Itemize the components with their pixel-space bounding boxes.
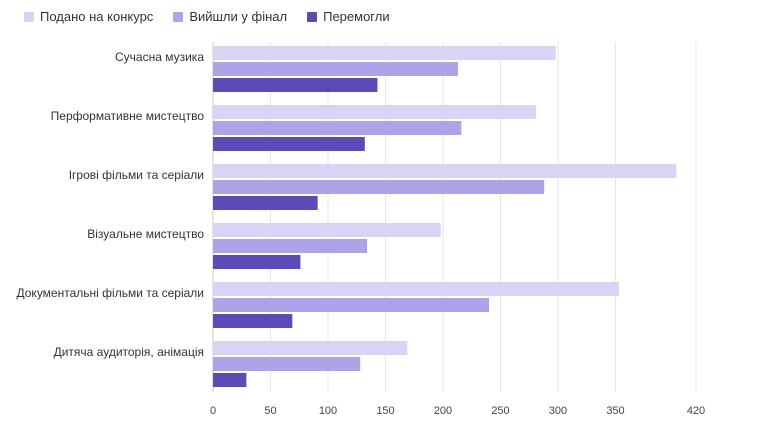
bar-finalists[interactable] [213, 180, 545, 194]
grid-layer [212, 42, 697, 392]
bar-winners[interactable] [213, 255, 301, 269]
bar-finalists[interactable] [213, 121, 462, 135]
bar-submitted[interactable] [213, 282, 619, 296]
category-labels-layer: Сучасна музика Перформативне мистецтво Ігр… [17, 50, 205, 359]
legend-label-submitted: Подано на конкурс [40, 9, 154, 24]
x-tick-label: 50 [264, 405, 276, 417]
x-tick-label: 350 [606, 405, 624, 417]
bars-layer [213, 46, 677, 387]
legend-swatch-finalists [173, 11, 184, 22]
x-tick-label: 0 [210, 405, 216, 417]
category-label: Перформативне мистецтво [51, 109, 205, 123]
category-label: Документальні фільми та серіали [17, 286, 205, 300]
x-tick-labels-layer: 0 50 100 150 200 250 300 350 420 [210, 405, 705, 417]
legend-swatch-submitted [24, 11, 34, 22]
bar-winners[interactable] [213, 314, 293, 328]
legend-label-finalists: Вийшли у фінал [189, 9, 288, 24]
x-tick-label: 100 [319, 405, 337, 417]
category-label: Дитяча аудиторія, анімація [54, 345, 204, 359]
bar-winners[interactable] [213, 373, 247, 387]
bar-finalists[interactable] [213, 62, 458, 76]
bar-submitted[interactable] [213, 164, 677, 178]
legend: Подано на конкурс Вийшли у фінал Перемог… [24, 9, 410, 24]
bar-finalists[interactable] [213, 298, 489, 312]
bar-submitted[interactable] [213, 46, 556, 60]
x-tick-label: 200 [434, 405, 452, 417]
x-tick-label: 420 [687, 405, 705, 417]
legend-label-winners: Перемогли [323, 9, 390, 24]
legend-item-winners[interactable]: Перемогли [307, 9, 390, 24]
x-tick-label: 300 [549, 405, 567, 417]
bar-winners[interactable] [213, 196, 318, 210]
x-tick-label: 250 [491, 405, 509, 417]
bar-submitted[interactable] [213, 223, 441, 237]
bar-finalists[interactable] [213, 239, 368, 253]
category-label: Сучасна музика [115, 50, 204, 64]
legend-item-submitted[interactable]: Подано на конкурс [24, 9, 153, 24]
bar-submitted[interactable] [213, 341, 408, 355]
category-label: Ігрові фільми та серіали [69, 168, 204, 182]
bar-winners[interactable] [213, 137, 365, 151]
legend-item-finalists[interactable]: Вийшли у фінал [173, 9, 287, 24]
bar-finalists[interactable] [213, 357, 361, 371]
bar-submitted[interactable] [213, 105, 537, 119]
legend-swatch-winners [307, 11, 318, 22]
category-label: Візуальне мистецтво [87, 227, 204, 241]
x-tick-label: 150 [376, 405, 394, 417]
bar-winners[interactable] [213, 78, 378, 92]
